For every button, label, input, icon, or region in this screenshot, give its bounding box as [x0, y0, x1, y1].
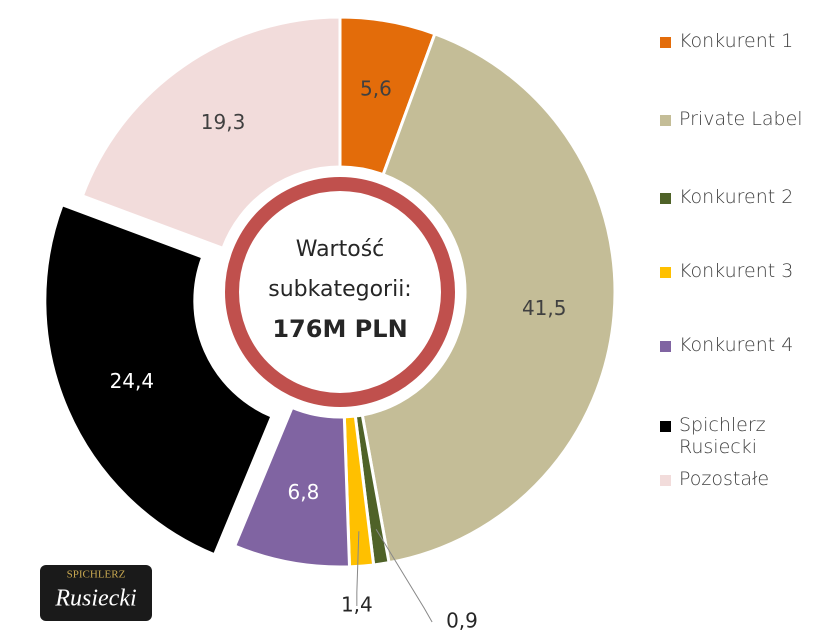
legend-label: Private Label [679, 108, 803, 130]
legend-label: Konkurent 4 [679, 334, 794, 356]
legend-label: Konkurent 2 [679, 186, 794, 208]
legend-label: Konkurent 1 [679, 30, 794, 52]
slice [43, 202, 274, 557]
legend-swatch [660, 421, 671, 432]
data-label: 0,9 [446, 609, 478, 633]
center-text: subkategorii: [268, 277, 411, 302]
legend-swatch [660, 115, 671, 126]
logo-box [40, 565, 152, 621]
data-label: 5,6 [360, 77, 392, 101]
data-label: 19,3 [201, 110, 246, 134]
legend-item: Konkurent 4 [660, 334, 820, 356]
legend-item: Pozostałe [660, 468, 820, 490]
slice [360, 31, 617, 565]
legend-swatch [660, 475, 671, 486]
leader-line [375, 529, 433, 623]
legend-item: Private Label [660, 108, 820, 130]
legend-swatch [660, 267, 671, 278]
data-label: 1,4 [341, 593, 373, 617]
logo: SPICHLERZ Rusiecki [40, 565, 152, 621]
data-label: 41,5 [522, 296, 567, 320]
center-ring [225, 177, 455, 407]
legend-swatch [660, 341, 671, 352]
legend-item: Spichlerz Rusiecki [660, 414, 820, 458]
logo-text: Rusiecki [54, 586, 136, 612]
legend-swatch [660, 193, 671, 204]
center-text: 176M PLN [272, 315, 407, 343]
legend-item: Konkurent 1 [660, 30, 820, 52]
legend: Konkurent 1 Private Label Konkurent 2 Konku… [660, 30, 820, 490]
labels: 5,6 41,5 0,9 1,4 6,8 24,4 19,3 [43, 15, 617, 633]
legend-label: Konkurent 3 [679, 260, 794, 282]
slice [232, 405, 352, 569]
legend-item: Konkurent 3 [660, 260, 820, 282]
logo-text: SPICHLERZ [67, 569, 126, 581]
legend-swatch [660, 37, 671, 48]
legend-label: Pozostałe [679, 468, 770, 490]
slice [80, 15, 342, 251]
center-text: Wartość [296, 237, 385, 262]
data-label: 6,8 [288, 480, 320, 504]
legend-item: Konkurent 2 [660, 186, 820, 208]
legend-label: Spichlerz Rusiecki [679, 414, 766, 458]
data-label: 24,4 [110, 369, 155, 393]
leader-line [356, 531, 360, 606]
